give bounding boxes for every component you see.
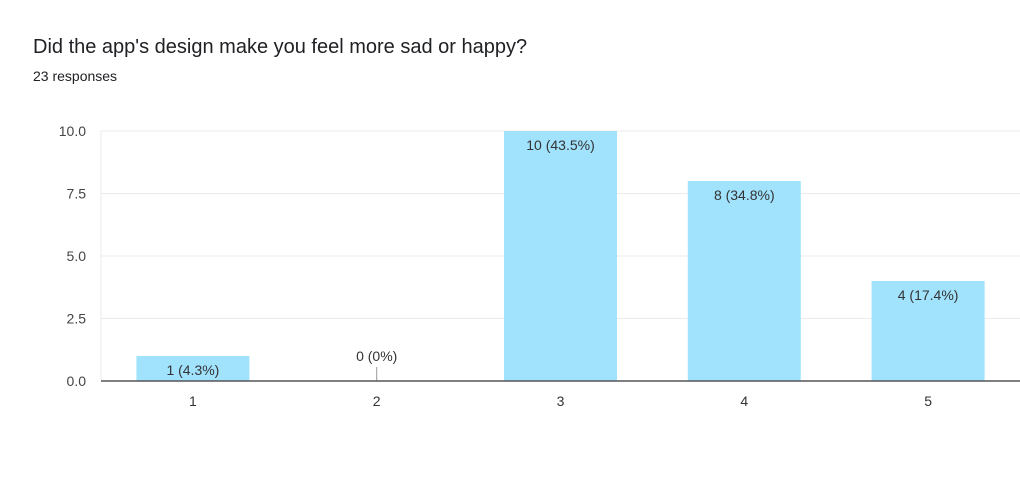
bar [504,131,617,381]
x-tick-label: 5 [924,393,932,409]
y-tick-label: 0.0 [67,373,87,389]
data-label: 10 (43.5%) [526,137,594,153]
data-label: 8 (34.8%) [714,187,775,203]
bar [871,281,985,381]
data-label: 0 (0%) [356,348,397,364]
bar [687,181,801,381]
data-label: 1 (4.3%) [166,362,219,378]
x-tick-label: 1 [189,393,197,409]
y-tick-label: 5.0 [67,248,87,264]
x-tick-label: 3 [557,393,565,409]
x-tick-label: 2 [373,393,381,409]
y-tick-label: 7.5 [67,186,87,202]
y-tick-label: 2.5 [67,311,87,327]
x-tick-label: 4 [740,393,748,409]
y-tick-label: 10.0 [59,123,86,139]
bar [136,356,250,381]
data-label: 4 (17.4%) [898,287,959,303]
response-count: 23 responses [33,68,118,84]
chart-title: Did the app's design make you feel more … [33,36,528,58]
